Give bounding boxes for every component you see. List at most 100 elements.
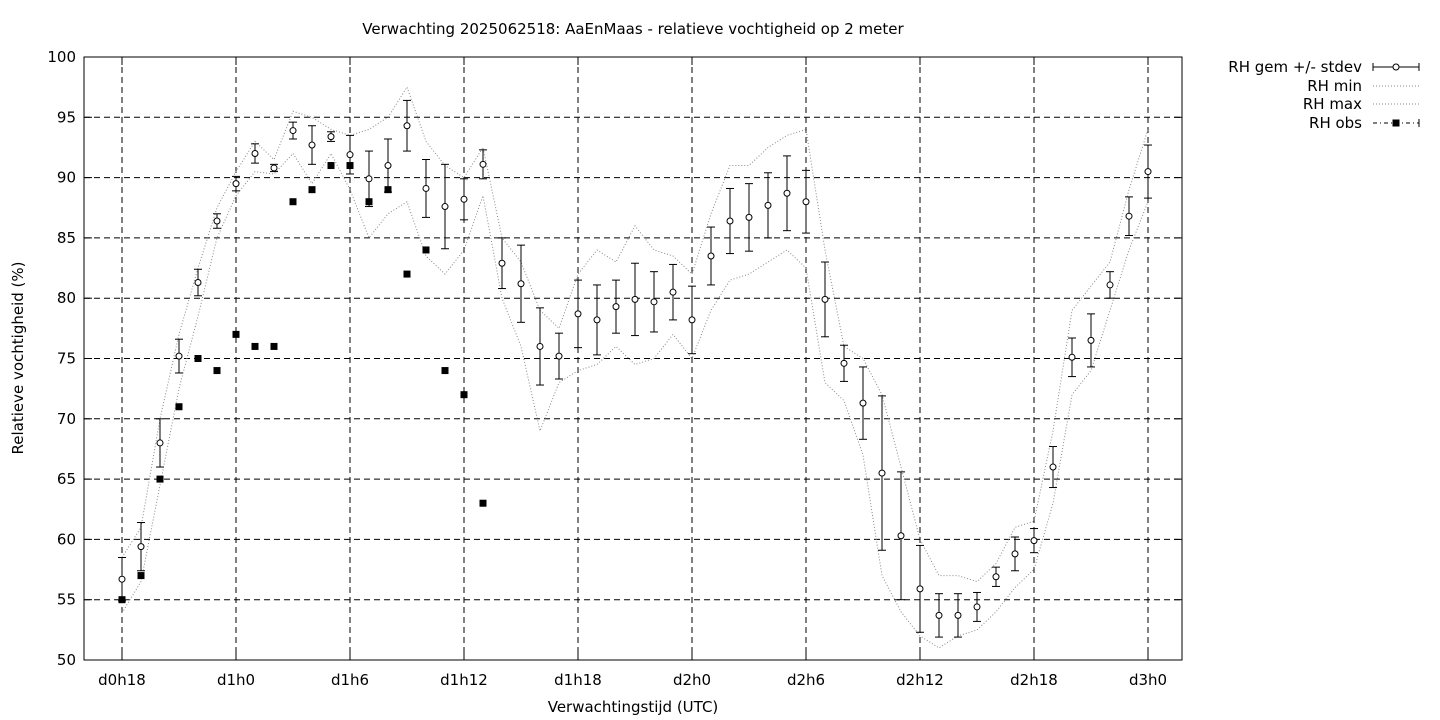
y-tick-label: 95 <box>57 108 76 126</box>
x-axis-ticks: d0h18 d1h0 d1h6 d1h12 d1h18 d2h0 d2h6 d2h12 d2h1… <box>98 57 1167 689</box>
mean-marker <box>270 164 278 172</box>
mean-marker <box>118 575 126 583</box>
mean-marker <box>707 252 715 260</box>
x-tick-label: d1h18 <box>554 671 602 689</box>
mean-marker <box>213 217 221 225</box>
errorbar-point <box>251 143 259 164</box>
mean-marker <box>726 217 734 225</box>
mean-marker <box>251 149 259 157</box>
plot-frame <box>83 56 1183 661</box>
obs-marker <box>384 186 392 194</box>
x-tick-label: d0h18 <box>98 671 146 689</box>
errorbar-point <box>1144 144 1152 199</box>
errorbar-point <box>1030 528 1038 554</box>
errorbar-point <box>1125 196 1133 236</box>
mean-marker <box>840 359 848 367</box>
mean-marker <box>194 279 202 287</box>
legend-label: RH obs <box>1309 114 1362 132</box>
mean-marker <box>422 184 430 192</box>
errorbar-point <box>954 593 962 638</box>
y-tick-label: 50 <box>57 651 76 669</box>
errorbar-point <box>308 125 316 165</box>
mean-marker <box>802 198 810 206</box>
errorbar-point <box>802 169 810 234</box>
grid <box>84 57 1182 660</box>
mean-marker <box>365 175 373 183</box>
obs-marker <box>118 596 126 604</box>
mean-marker <box>308 141 316 149</box>
errorbar-point <box>745 183 753 252</box>
errorbar-point <box>916 544 924 633</box>
errorbar-point <box>783 155 791 232</box>
errorbar-point <box>156 418 164 468</box>
mean-marker <box>156 439 164 447</box>
mean-marker <box>384 162 392 170</box>
errorbar-point <box>612 279 620 334</box>
errorbar-point <box>137 522 145 572</box>
obs-marker <box>346 162 354 170</box>
mean-marker <box>574 310 582 318</box>
obs-marker <box>308 186 316 194</box>
mean-marker <box>916 585 924 593</box>
y-tick-label: 100 <box>47 48 76 66</box>
mean-marker <box>897 532 905 540</box>
mean-marker <box>1030 537 1038 545</box>
mean-marker <box>650 298 658 306</box>
errorbar-point <box>1068 337 1076 378</box>
y-tick-label: 75 <box>57 350 76 368</box>
x-tick-label: d3h0 <box>1129 671 1167 689</box>
y-tick-label: 70 <box>57 410 76 428</box>
errorbar-point <box>574 279 582 349</box>
mean-marker <box>346 151 354 159</box>
obs-marker <box>365 198 373 206</box>
mean-marker <box>935 611 943 619</box>
mean-marker <box>555 352 563 360</box>
mean-marker <box>175 352 183 360</box>
mean-marker <box>878 469 886 477</box>
x-tick-label: d1h12 <box>440 671 488 689</box>
obs-marker <box>460 391 468 399</box>
obs-marker <box>479 499 487 507</box>
obs-marker <box>270 342 278 350</box>
mean-marker <box>1087 336 1095 344</box>
y-tick-label: 65 <box>57 470 76 488</box>
obs-marker <box>251 342 259 350</box>
errorbar-point <box>422 159 430 218</box>
legend-label: RH min <box>1307 77 1362 95</box>
errorbar-point <box>118 556 126 602</box>
errorbar-point <box>1011 536 1019 572</box>
errorbar-point <box>479 149 487 180</box>
mean-marker <box>688 316 696 324</box>
errorbar-point <box>1106 271 1114 299</box>
mean-marker <box>973 603 981 611</box>
series-obs <box>118 162 487 604</box>
mean-marker <box>745 213 753 221</box>
obs-marker <box>441 367 449 375</box>
legend-label: RH max <box>1303 95 1362 113</box>
obs-marker <box>213 367 221 375</box>
errorbar-point <box>726 187 734 255</box>
mean-marker <box>783 189 791 197</box>
errorbar-point <box>365 150 373 208</box>
mean-marker <box>479 160 487 168</box>
mean-marker <box>1144 168 1152 176</box>
y-tick-label: 55 <box>57 591 76 609</box>
errorbar-point <box>821 261 829 338</box>
errorbar-point <box>650 271 658 333</box>
obs-marker <box>194 355 202 362</box>
mean-marker <box>764 201 772 209</box>
series-max <box>121 85 1149 583</box>
rh-gem-legend: RH gem +/- stdev <box>1228 58 1420 76</box>
mean-marker <box>1068 353 1076 361</box>
errorbar-point <box>270 163 278 173</box>
mean-marker <box>992 573 1000 581</box>
errorbar-point <box>1087 313 1095 368</box>
mean-marker <box>536 342 544 350</box>
errorbar-point <box>840 344 848 382</box>
mean-marker <box>669 288 677 296</box>
errorbar-point <box>327 131 335 142</box>
mean-marker <box>1106 281 1114 289</box>
mean-marker <box>821 295 829 303</box>
mean-marker <box>327 133 335 141</box>
